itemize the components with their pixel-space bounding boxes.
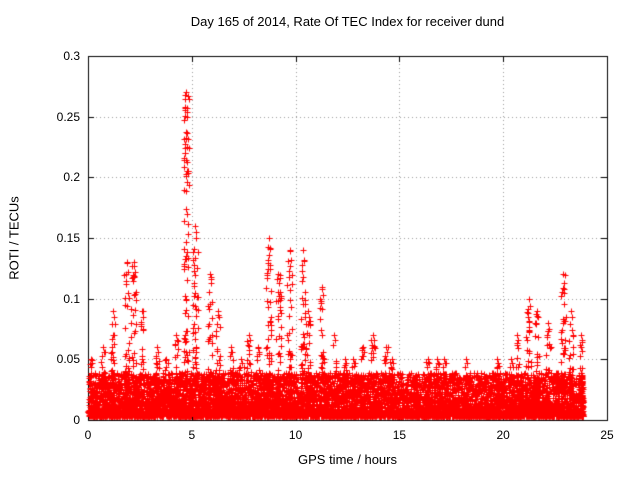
x-tick-label: 15	[392, 428, 407, 442]
x-tick-label: 25	[600, 428, 614, 442]
x-tick-label: 0	[84, 428, 92, 442]
y-tick-label: 0	[73, 413, 80, 427]
x-tick-label: 5	[188, 428, 196, 442]
x-tick-label: 10	[288, 428, 303, 442]
chart-title: Day 165 of 2014, Rate Of TEC Index for r…	[190, 14, 505, 29]
y-tick-label: 0.15	[56, 231, 80, 245]
x-axis-label: GPS time / hours	[298, 452, 397, 467]
y-tick-label: 0.05	[56, 352, 80, 367]
y-tick-label: 0.2	[63, 170, 80, 185]
y-tick-label: 0.25	[56, 109, 80, 124]
y-tick-label: 0.1	[63, 291, 80, 306]
y-tick-label: 0.3	[63, 49, 80, 63]
x-tick-label: 20	[496, 428, 510, 442]
